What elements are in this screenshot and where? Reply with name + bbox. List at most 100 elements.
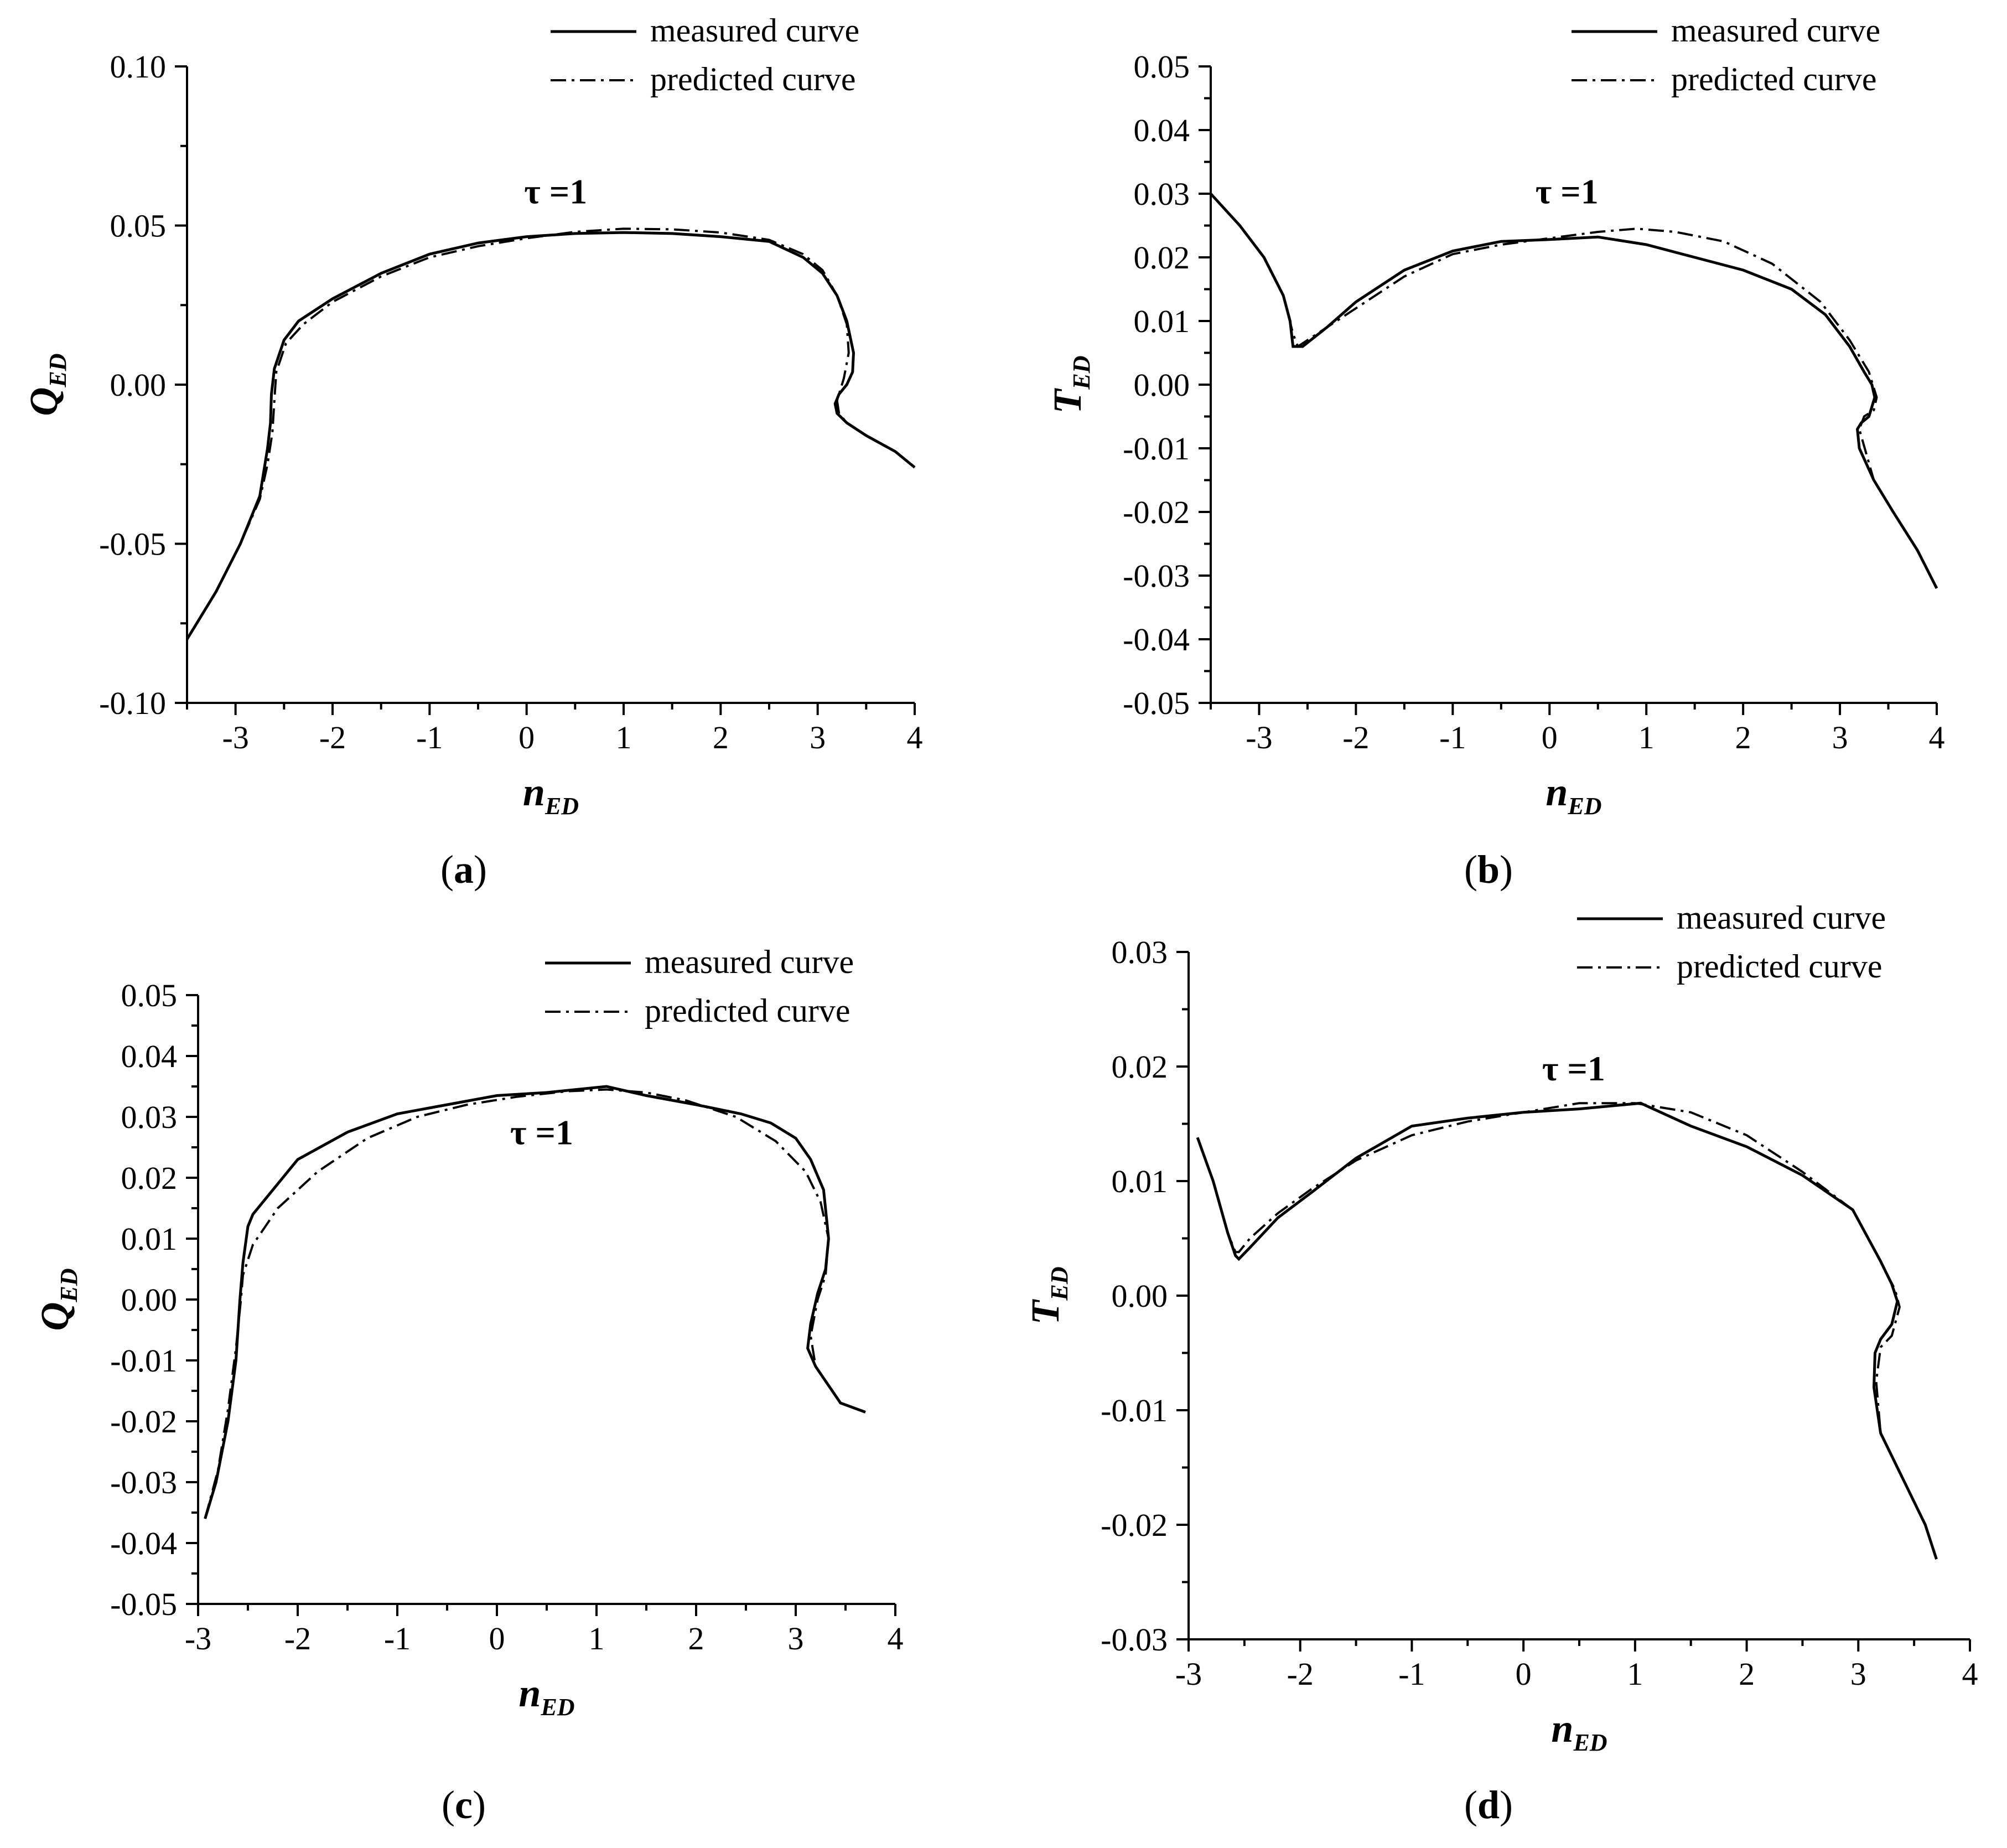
legend-entry: measured curve [645,944,854,980]
legend-entry: predicted curve [1677,948,1882,985]
y-tick-label: 0.03 [121,1099,178,1135]
y-axis-label: QED [22,353,71,416]
series-line-measured [1210,193,1938,589]
x-tick-label: 0 [1542,719,1558,755]
y-tick-label: 0.04 [121,1038,178,1074]
y-axis-label: TED [1023,1266,1073,1324]
panel-label: (d) [1464,1783,1513,1827]
series-line-predicted [1210,193,1938,589]
y-tick-label: 0.05 [1134,49,1190,85]
legend: measured curve predicted curve [1577,899,1886,985]
x-tick-label: 1 [1627,1656,1643,1692]
x-tick-label: 1 [589,1621,605,1657]
legend: measured curve predicted curve [545,944,854,1029]
x-tick-label: -1 [1439,719,1466,755]
x-tick-label: 0 [1516,1656,1532,1692]
series-line-measured [204,1085,866,1519]
x-axis-label: nED [523,770,579,820]
y-tick-label: -0.05 [1123,685,1190,721]
legend-entry: measured curve [1677,899,1886,936]
x-tick-label: 3 [788,1621,804,1657]
chart-panel-c: -3 -2 -1 0 1 2 3 4 -0.05 -0.04 -0.03 -0.02 -0.01 0.00… [33,944,904,1827]
x-tick-label: 1 [1638,719,1655,755]
series-line-measured [185,231,916,640]
tau-annotation: τ =1 [1536,172,1599,211]
x-tick-label: 3 [810,719,826,755]
x-tick-label: 2 [713,719,729,755]
x-tick-label: 4 [1929,719,1945,755]
panel-label: (a) [440,847,487,892]
x-tick-label: -3 [185,1621,211,1657]
y-tick-label: -0.03 [1101,1622,1168,1658]
y-tick-label: 0.05 [110,208,167,244]
y-tick-label: 0.05 [121,977,178,1013]
y-tick-label: -0.05 [110,1586,177,1622]
x-tick-label: 0 [489,1621,505,1657]
x-tick-label: 4 [1962,1656,1978,1692]
x-tick-label: 2 [1735,719,1751,755]
y-axis-label: QED [33,1268,82,1331]
y-axis-label: TED [1045,355,1095,413]
y-tick-label: 0.04 [1134,112,1190,148]
panel-label: (b) [1464,847,1513,892]
legend-entry: predicted curve [645,992,850,1029]
x-tick-label: 3 [1850,1656,1866,1692]
y-tick-label: -0.05 [99,526,166,562]
y-tick-label: -0.01 [1101,1393,1168,1428]
y-tick-label: 0.03 [1112,934,1168,970]
legend-entry: predicted curve [650,61,855,97]
x-tick-label: -2 [1287,1656,1314,1692]
x-tick-label: 1 [616,719,632,755]
y-tick-label: -0.10 [99,685,166,721]
y-tick-label: 0.01 [1134,303,1190,339]
legend-entry: predicted curve [1671,61,1876,97]
y-tick-label: -0.02 [1123,494,1190,530]
y-tick-label: 0.03 [1134,176,1190,212]
series-line-predicted [1196,1102,1938,1560]
legend-entry: measured curve [650,12,859,49]
x-tick-label: -1 [384,1621,411,1657]
x-tick-label: 4 [888,1621,904,1657]
x-tick-label: -1 [1398,1656,1425,1692]
x-tick-label: 2 [688,1621,704,1657]
x-tick-label: 4 [907,719,923,755]
x-axis-label: nED [1546,770,1601,820]
tau-annotation: τ =1 [1542,1049,1605,1088]
legend: measured curve predicted curve [1572,12,1880,97]
x-axis-label: nED [1551,1706,1607,1756]
x-tick-label: 2 [1739,1656,1755,1692]
y-tick-label: 0.02 [121,1160,178,1196]
legend-entry: measured curve [1671,12,1880,49]
y-tick-label: -0.02 [110,1404,177,1440]
x-tick-label: -2 [319,719,346,755]
y-tick-label: 0.01 [1112,1163,1168,1199]
y-tick-label: 0.02 [1134,240,1190,276]
y-tick-label: 0.02 [1112,1049,1168,1085]
y-tick-label: -0.01 [1123,431,1190,467]
y-tick-label: -0.04 [1123,622,1190,658]
x-axis-label: nED [518,1671,574,1721]
tau-annotation: τ =1 [524,172,587,211]
chart-panel-b: -3 -2 -1 0 1 2 3 4 -0.05 -0.04 -0.03 -0.02 -0.01 0.00… [1045,12,1945,892]
x-tick-label: -2 [1342,719,1369,755]
series-line-predicted [204,1088,866,1519]
series-line-measured [1196,1101,1938,1560]
series-line-predicted [186,227,916,640]
x-tick-label: 0 [518,719,535,755]
y-tick-label: 0.00 [121,1282,178,1318]
chart-panel-a: -3 -2 -1 0 1 2 3 4 -0.10 -0.05 0.00 0.05 0.10 nED QED τ… [22,12,923,892]
y-tick-label: -0.01 [110,1343,177,1379]
x-tick-label: -1 [416,719,443,755]
x-tick-label: -3 [1246,719,1272,755]
x-tick-label: -3 [222,719,249,755]
x-tick-label: 3 [1832,719,1848,755]
y-tick-label: 0.10 [110,49,167,85]
y-tick-label: 0.00 [110,367,167,403]
legend: measured curve predicted curve [551,12,859,97]
x-tick-label: -3 [1175,1656,1202,1692]
tau-annotation: τ =1 [510,1113,573,1152]
chart-panel-d: -3 -2 -1 0 1 2 3 4 -0.03 -0.02 -0.01 0.00 0.01 0.02 0.… [1023,899,1978,1827]
y-tick-label: -0.03 [1123,558,1190,594]
x-tick-label: -2 [284,1621,311,1657]
